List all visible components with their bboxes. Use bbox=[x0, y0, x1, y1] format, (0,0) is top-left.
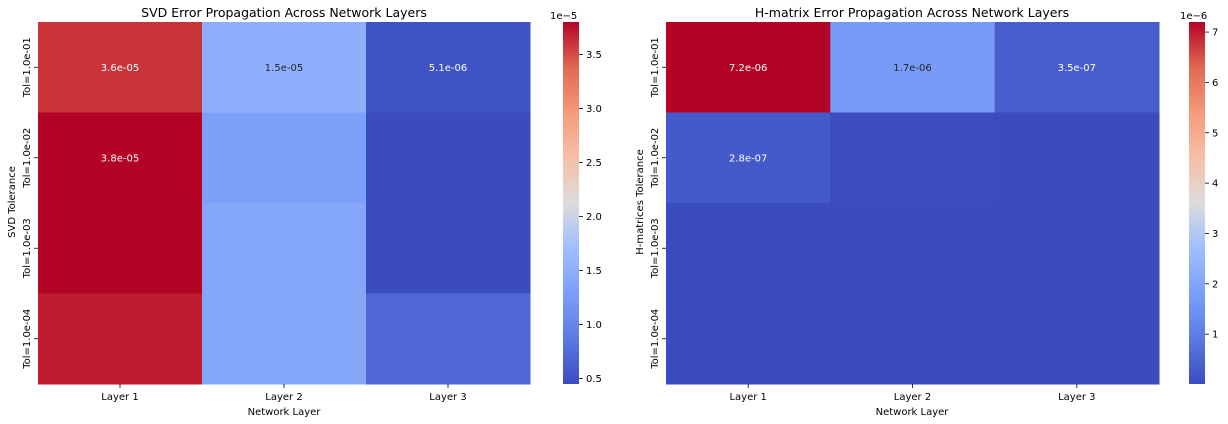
colorbar-tick-label: 6 bbox=[1212, 78, 1218, 89]
y-axis-label: H-matrices Tolerance bbox=[635, 149, 646, 255]
colorbar-gradient bbox=[1189, 22, 1205, 384]
cell-annotations: 3.6e-05 1.5e-05 5.1e-06 3.8e-05 bbox=[101, 63, 467, 165]
x-tick-label: Layer 2 bbox=[265, 392, 302, 403]
heatmap-cell bbox=[666, 203, 831, 294]
colorbar-multiplier: 1e−5 bbox=[550, 11, 577, 22]
x-tick-label: Layer 3 bbox=[429, 392, 466, 403]
x-tick-label: Layer 1 bbox=[729, 392, 766, 403]
heatmap-cell bbox=[830, 293, 996, 385]
colorbar-tick-label: 1.5 bbox=[586, 266, 602, 277]
y-axis-label: SVD Tolerance bbox=[7, 166, 18, 238]
hmatrix-heatmap-panel: H-matrix Error Propagation Across Networ… bbox=[635, 5, 1218, 418]
chart-title: SVD Error Propagation Across Network Lay… bbox=[141, 5, 427, 20]
heatmap-cell bbox=[202, 203, 367, 294]
colorbar: 0.5 1.0 1.5 2.0 2.5 3.0 3.5 1e−5 bbox=[550, 11, 602, 385]
heatmap-cell bbox=[202, 293, 367, 385]
chart-title: H-matrix Error Propagation Across Networ… bbox=[755, 5, 1069, 20]
colorbar-gradient bbox=[563, 22, 579, 384]
colorbar-tick-label: 2 bbox=[1212, 279, 1218, 290]
colorbar-tick-label: 2.5 bbox=[586, 158, 602, 169]
cell-annotation: 5.1e-06 bbox=[429, 63, 467, 74]
heatmap-cell bbox=[830, 112, 996, 204]
y-tick-label: Tol=1.0e-02 bbox=[22, 128, 33, 189]
y-tick-label: Tol=1.0e-03 bbox=[22, 218, 33, 279]
colorbar-tick-label: 1.0 bbox=[586, 320, 602, 331]
colorbar-ticks: 0.5 1.0 1.5 2.0 2.5 3.0 3.5 bbox=[579, 50, 602, 385]
heatmap-cell bbox=[38, 112, 203, 204]
heatmap-cell bbox=[994, 293, 1160, 385]
heatmap-cell bbox=[366, 203, 531, 294]
cell-annotation: 3.5e-07 bbox=[1058, 63, 1096, 74]
cell-annotation: 2.8e-07 bbox=[729, 153, 767, 164]
x-tick-label: Layer 1 bbox=[101, 392, 138, 403]
y-tick-label: Tol=1.0e-04 bbox=[22, 309, 33, 370]
colorbar-ticks: 1 2 3 4 5 6 7 bbox=[1205, 28, 1218, 341]
heatmap-cell bbox=[38, 293, 203, 385]
colorbar: 1 2 3 4 5 6 7 1e−6 bbox=[1180, 11, 1218, 384]
heatmap-cell bbox=[830, 203, 996, 294]
heatmap-cell bbox=[994, 112, 1160, 204]
y-tick-label: Tol=1.0e-02 bbox=[650, 128, 661, 189]
heatmap-cell bbox=[994, 203, 1160, 294]
colorbar-tick-label: 3.5 bbox=[586, 50, 602, 61]
y-tick-label: Tol=1.0e-01 bbox=[22, 37, 33, 98]
heatmap-cells bbox=[666, 22, 1160, 385]
heatmap-cell bbox=[366, 22, 531, 113]
heatmap-cell bbox=[666, 293, 831, 385]
cell-annotation: 3.8e-05 bbox=[101, 153, 139, 164]
heatmap-cell bbox=[830, 22, 996, 113]
cell-annotation: 1.7e-06 bbox=[893, 63, 931, 74]
x-axis-label: Network Layer bbox=[876, 407, 950, 418]
x-tick-label: Layer 3 bbox=[1058, 392, 1095, 403]
heatmap-cell bbox=[666, 112, 831, 204]
heatmap-cell bbox=[38, 203, 203, 294]
heatmap-cell bbox=[366, 293, 531, 385]
colorbar-tick-label: 3.0 bbox=[586, 104, 602, 115]
heatmap-cell bbox=[666, 22, 831, 113]
cell-annotations: 7.2e-06 1.7e-06 3.5e-07 2.8e-07 bbox=[729, 63, 1096, 165]
x-tick-labels: Layer 1 Layer 2 Layer 3 bbox=[729, 384, 1096, 403]
svd-heatmap-panel: SVD Error Propagation Across Network Lay… bbox=[7, 5, 602, 418]
cell-annotation: 1.5e-05 bbox=[265, 63, 303, 74]
colorbar-tick-label: 3 bbox=[1212, 229, 1218, 240]
heatmap-cell bbox=[202, 22, 367, 113]
y-tick-label: Tol=1.0e-01 bbox=[650, 37, 661, 98]
cell-annotation: 7.2e-06 bbox=[729, 63, 767, 74]
heatmap-cell bbox=[202, 112, 367, 204]
colorbar-tick-label: 4 bbox=[1212, 179, 1218, 190]
heatmap-cells bbox=[38, 22, 531, 385]
heatmap-cell bbox=[994, 22, 1160, 113]
y-tick-labels: Tol=1.0e-01 Tol=1.0e-02 Tol=1.0e-03 Tol=1.0… bbox=[650, 37, 666, 370]
cell-annotation: 3.6e-05 bbox=[101, 63, 139, 74]
x-tick-label: Layer 2 bbox=[894, 392, 931, 403]
colorbar-tick-label: 7 bbox=[1212, 28, 1218, 39]
colorbar-multiplier: 1e−6 bbox=[1180, 11, 1207, 22]
colorbar-tick-label: 5 bbox=[1212, 128, 1218, 139]
x-axis-label: Network Layer bbox=[248, 407, 322, 418]
colorbar-tick-label: 1 bbox=[1212, 330, 1218, 341]
heatmap-cell bbox=[366, 112, 531, 204]
y-tick-label: Tol=1.0e-04 bbox=[650, 309, 661, 370]
colorbar-tick-label: 2.0 bbox=[586, 212, 602, 223]
x-tick-labels: Layer 1 Layer 2 Layer 3 bbox=[101, 384, 467, 403]
y-tick-label: Tol=1.0e-03 bbox=[650, 218, 661, 279]
heatmap-cell bbox=[38, 22, 203, 113]
colorbar-tick-label: 0.5 bbox=[586, 374, 602, 385]
y-tick-labels: Tol=1.0e-01 Tol=1.0e-02 Tol=1.0e-03 Tol=1.0… bbox=[22, 37, 38, 370]
